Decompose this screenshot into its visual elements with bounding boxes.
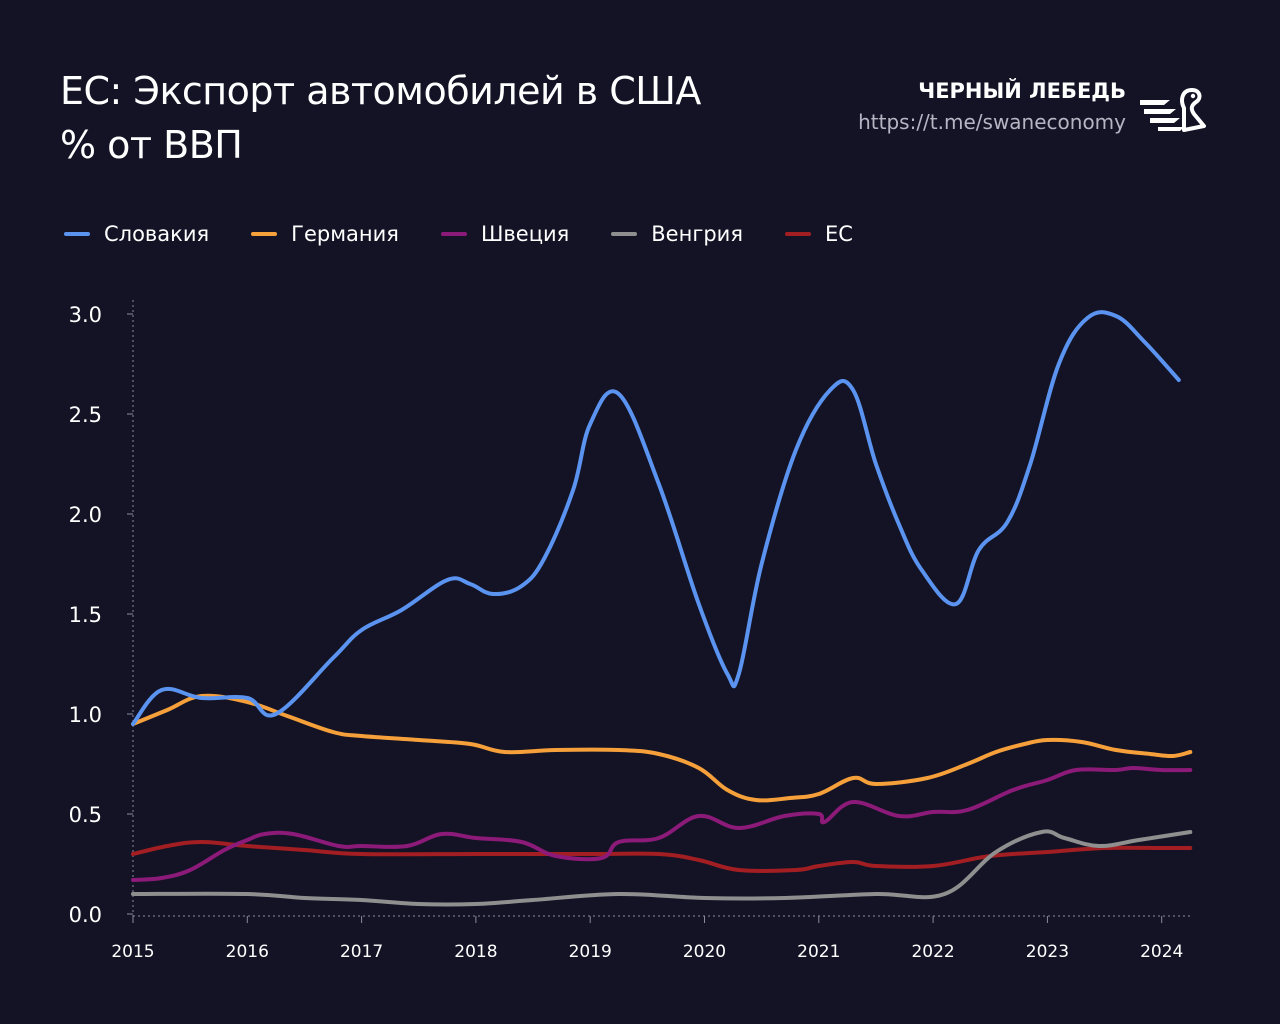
- x-tick-label: 2016: [226, 942, 269, 962]
- swan-logo-icon: [1140, 88, 1206, 132]
- y-tick-label: 0.5: [69, 803, 102, 827]
- x-tick-label: 2018: [454, 942, 497, 962]
- legend-label-sweden: Швеция: [480, 222, 570, 246]
- brand-url[interactable]: https://t.me/swaneconomy: [858, 110, 1126, 134]
- legend-item-eu: ЕС: [784, 222, 853, 246]
- chart-title: ЕС: Экспорт автомобилей в США % от ВВП: [60, 64, 701, 172]
- legend-item-sweden: Швеция: [440, 222, 570, 246]
- y-tick-label: 0.0: [69, 903, 102, 927]
- y-tick-label: 3.0: [69, 303, 102, 327]
- series-line-sweden: [131, 766, 1193, 882]
- y-tick-label: 1.5: [69, 603, 102, 627]
- series-line-germany: [131, 693, 1193, 803]
- legend-item-slovakia: Словакия: [64, 222, 209, 246]
- series-line-slovakia: [131, 310, 1181, 726]
- legend-swatch-sweden: [440, 232, 467, 236]
- title-line-1: ЕС: Экспорт автомобилей в США: [60, 69, 701, 113]
- legend-swatch-hungary: [611, 232, 638, 236]
- x-tick-label: 2021: [797, 942, 840, 962]
- legend-label-eu: ЕС: [824, 222, 853, 246]
- x-tick-label: 2015: [111, 942, 154, 962]
- legend-swatch-eu: [784, 232, 811, 236]
- title-line-2: % от ВВП: [60, 123, 243, 167]
- y-tick-label: 1.0: [69, 703, 102, 727]
- legend-item-germany: Германия: [251, 222, 399, 246]
- legend-label-germany: Германия: [291, 222, 399, 246]
- brand-name: ЧЕРНЫЙ ЛЕБЕДЬ: [918, 79, 1126, 103]
- x-tick-label: 2024: [1140, 942, 1183, 962]
- brand-block: ЧЕРНЫЙ ЛЕБЕДЬ https://t.me/swaneconomy: [858, 76, 1126, 138]
- y-tick-label: 2.5: [69, 403, 102, 427]
- legend-swatch-slovakia: [64, 232, 90, 236]
- legend-item-hungary: Венгрия: [611, 222, 743, 246]
- x-tick-label: 2022: [911, 942, 954, 962]
- series-line-hungary: [131, 829, 1193, 907]
- x-tick-label: 2017: [340, 942, 383, 962]
- legend-label-hungary: Венгрия: [651, 222, 743, 246]
- chart-legend: Словакия Германия Швеция Венгрия ЕС: [64, 222, 895, 246]
- x-tick-label: 2020: [683, 942, 726, 962]
- x-tick-label: 2019: [569, 942, 612, 962]
- legend-swatch-germany: [251, 232, 278, 236]
- legend-label-slovakia: Словакия: [104, 222, 210, 246]
- x-tick-label: 2023: [1026, 942, 1069, 962]
- series-line-eu: [131, 840, 1193, 873]
- y-tick-label: 2.0: [69, 503, 102, 527]
